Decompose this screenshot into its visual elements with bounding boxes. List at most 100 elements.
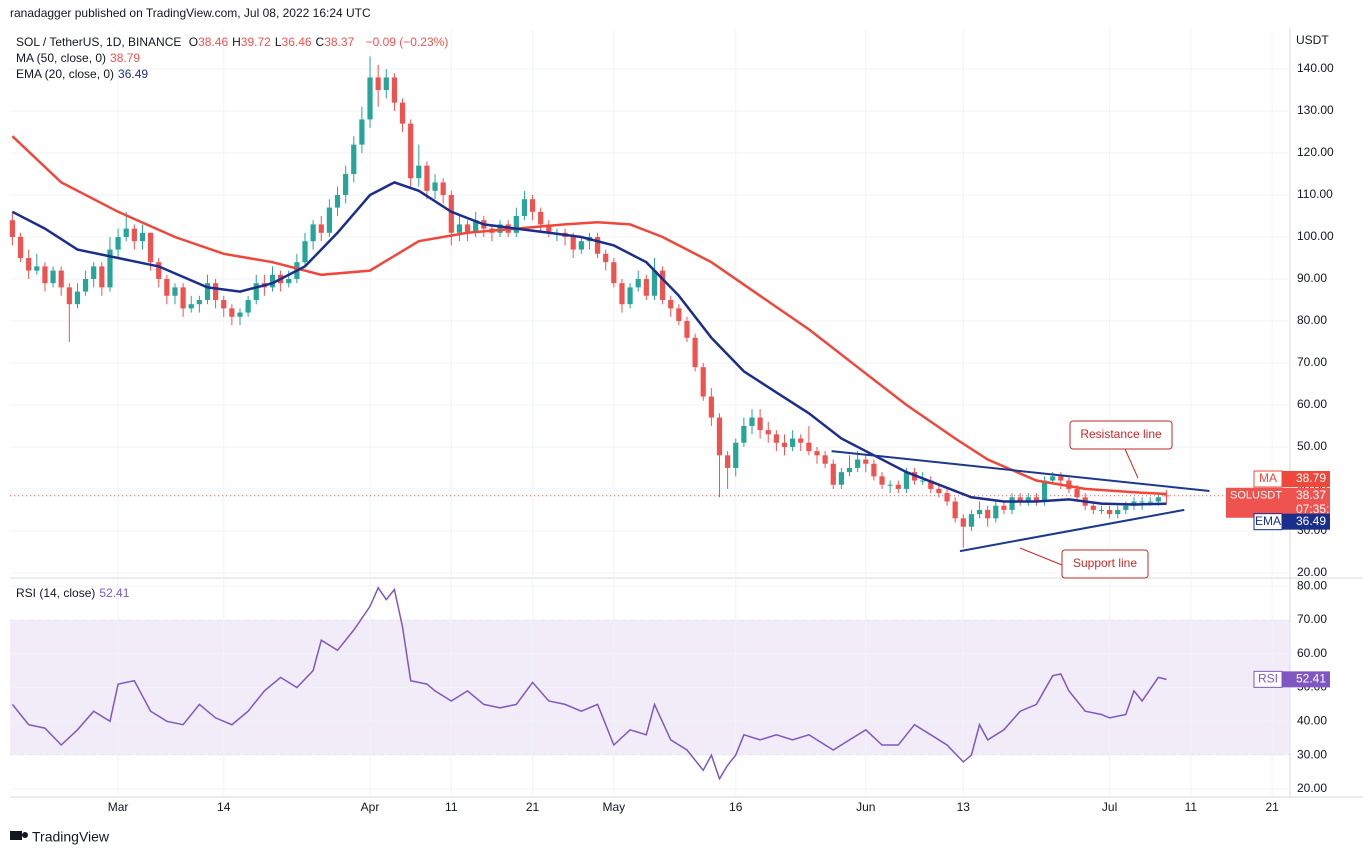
rsi-value: 52.41 bbox=[99, 586, 133, 600]
candle-body bbox=[1090, 505, 1096, 510]
x-tick-label: 21 bbox=[1265, 800, 1279, 814]
candle-body bbox=[318, 224, 324, 233]
published: ranadagger published on TradingView.com,… bbox=[10, 6, 371, 20]
ema-tag-key-text: EMA bbox=[1255, 514, 1281, 528]
candle-body bbox=[237, 312, 243, 317]
candle-body bbox=[310, 224, 316, 242]
x-tick-label: 14 bbox=[217, 800, 231, 814]
ma-tag-key-text: MA bbox=[1259, 471, 1277, 485]
candle-body bbox=[1009, 497, 1015, 510]
candle-body bbox=[635, 278, 641, 288]
candle-body bbox=[757, 417, 763, 431]
ema-tag-key bbox=[1253, 513, 1283, 531]
x-tick-label: Jun bbox=[856, 800, 875, 814]
logo-mark bbox=[10, 831, 22, 840]
candle-body bbox=[814, 451, 820, 456]
indicator-line bbox=[11, 181, 1167, 506]
candle-body bbox=[838, 472, 844, 485]
ema-tag-value: 36.49 bbox=[1296, 514, 1326, 528]
candle-body bbox=[619, 283, 625, 305]
rsi-tag-value: 52.41 bbox=[1296, 672, 1326, 686]
close-tag-box bbox=[1226, 487, 1330, 518]
x-tick-label: 11 bbox=[445, 800, 458, 814]
logo-dot bbox=[22, 832, 28, 838]
candle-body bbox=[725, 455, 731, 468]
candle-body bbox=[773, 434, 779, 443]
ma-row: MA (50, close, 0) 38.79 bbox=[16, 50, 452, 66]
rsi-legend: RSI (14, close) 52.41 bbox=[16, 585, 137, 601]
ohlc-value: 38.37 bbox=[324, 35, 355, 49]
ohlc-value: 36.46 bbox=[281, 35, 312, 49]
candle-body bbox=[944, 493, 950, 502]
y-tick-label: 80.00 bbox=[1297, 313, 1327, 327]
x-tick-label: Apr bbox=[361, 800, 380, 814]
close-tag-value: 38.37 bbox=[1296, 488, 1326, 502]
candle-body bbox=[668, 299, 674, 309]
ma-name: MA (50, close, 0) bbox=[16, 51, 107, 65]
candle-body bbox=[863, 459, 869, 464]
candle-body bbox=[651, 270, 658, 296]
rsi-tick-label: 20.00 bbox=[1297, 781, 1327, 795]
ma-tag-key bbox=[1253, 470, 1283, 488]
candle-body bbox=[716, 417, 723, 456]
footer-text: TradingView bbox=[32, 829, 110, 845]
y-tick-label: 120.00 bbox=[1297, 145, 1334, 159]
candle-body bbox=[993, 505, 999, 519]
candle-body bbox=[790, 438, 796, 447]
candle-body bbox=[9, 220, 16, 237]
candle-body bbox=[611, 262, 617, 284]
candle-body bbox=[1041, 480, 1048, 502]
candle-body bbox=[952, 501, 958, 519]
rsi-line bbox=[11, 586, 1167, 781]
ema-row: EMA (20, close, 0) 36.49 bbox=[16, 66, 452, 82]
rsi-tick-label: 60.00 bbox=[1297, 646, 1327, 660]
candle-body bbox=[521, 199, 528, 217]
candle-body bbox=[302, 241, 308, 263]
candle-body bbox=[603, 253, 609, 263]
candle-body bbox=[180, 287, 186, 309]
candle-body bbox=[375, 77, 381, 91]
candle-body bbox=[985, 509, 991, 519]
main-legend: SOL / TetherUS, 1D, BINANCE O38.46 H39.72… bbox=[16, 34, 452, 82]
candle-body bbox=[968, 514, 975, 527]
candle-body bbox=[895, 484, 901, 489]
candle-body bbox=[733, 442, 739, 468]
ohlc-prefix: H bbox=[232, 35, 241, 49]
candle-body bbox=[871, 463, 877, 477]
candle-body bbox=[749, 417, 755, 426]
candle-body bbox=[391, 77, 398, 103]
ohlc-prefix: L bbox=[274, 35, 282, 49]
candle-body bbox=[1147, 501, 1153, 503]
candle-body bbox=[123, 228, 129, 237]
candle-body bbox=[115, 236, 121, 250]
candle-body bbox=[1074, 488, 1080, 498]
candle-body bbox=[74, 291, 81, 305]
candle-body bbox=[960, 518, 966, 527]
candle-body bbox=[692, 337, 698, 368]
published-line: ranadagger published on TradingView.com,… bbox=[10, 5, 375, 21]
ma-tag-value: 38.79 bbox=[1296, 471, 1326, 485]
ma-legend-value: 38.79 bbox=[110, 51, 141, 65]
rsi-tag-key bbox=[1253, 670, 1283, 688]
x-tick-label: 16 bbox=[729, 800, 743, 814]
candle-body bbox=[34, 266, 40, 271]
ohlc-value: 38.46 bbox=[198, 35, 229, 49]
candle-body bbox=[1033, 497, 1040, 502]
y-tick-label: 130.00 bbox=[1297, 103, 1334, 117]
candle-body bbox=[399, 102, 406, 124]
y-tick-label: 60.00 bbox=[1297, 397, 1327, 411]
candle-body bbox=[383, 77, 389, 91]
candle-body bbox=[326, 207, 332, 233]
x-tick-label: 21 bbox=[526, 800, 540, 814]
candle-body bbox=[213, 283, 219, 300]
candle-body bbox=[822, 455, 828, 464]
candle-body bbox=[188, 304, 194, 309]
candle-body bbox=[529, 199, 536, 212]
candle-body bbox=[221, 299, 227, 309]
x-tick-label: Jul bbox=[1102, 800, 1117, 814]
candle-body bbox=[245, 299, 251, 313]
candle-body bbox=[107, 249, 113, 288]
candle-body bbox=[172, 287, 178, 296]
candle-body bbox=[570, 236, 576, 250]
candle-body bbox=[903, 472, 910, 489]
